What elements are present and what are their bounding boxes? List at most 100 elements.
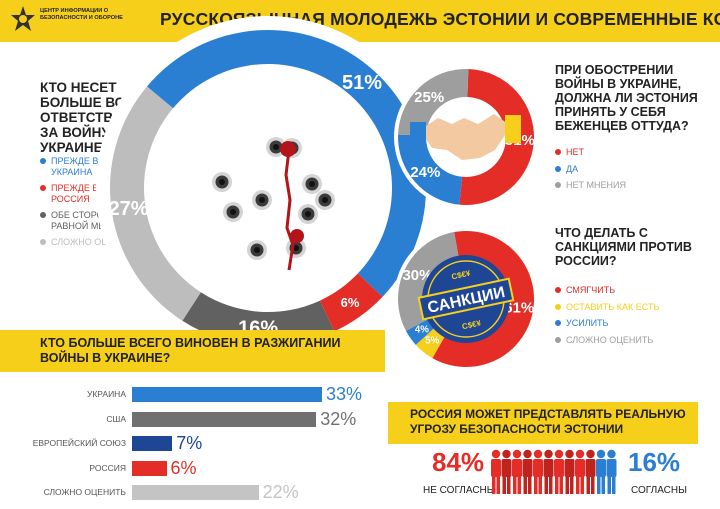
blood-drip-icon [284,149,295,271]
disagree-percent: 84% [432,447,485,477]
chart1-legend: ПРЕЖДЕ ВСЕГО УКРАИНА ПРЕЖДЕ ВСЕГО РОССИЯ О… [40,156,160,254]
people-icons [491,449,617,494]
bar-value-label: 33% [326,384,363,404]
bar-category-label: США [106,413,126,424]
chart3-legend-dot [555,287,561,293]
chart1-slice-label-3: 27% [109,198,149,220]
chart3-legend-item: СЛОЖНО ОЦЕНИТЬ [555,335,705,346]
chart1-slice-3 [109,86,201,321]
header-bar: ЦЕНТР ИНФОРМАЦИИ О БЕЗОПАСНОСТИ И ОБОРОН… [0,0,720,42]
person-icon [543,449,554,494]
chart2-slice-1 [397,134,463,205]
disagree-label: НЕ СОГЛАСНЫ [423,485,496,496]
agree-percent: 16% [628,447,681,477]
person-icon [512,449,522,494]
bar [132,485,259,500]
handshake-icon [420,114,511,160]
chart3-slice-1 [415,325,447,359]
chart3-slice-2 [405,317,437,345]
person-icon [533,449,543,494]
chart1-legend-dot [40,158,46,164]
sanctions-badge-top: C$€¥ [451,269,472,282]
chart2-legend-label: ДА [566,163,579,174]
bar [132,387,322,402]
chart2-legend-label: НЕТ МНЕНИЯ [566,180,626,190]
emblem-icon [11,6,35,31]
chart1-legend-dot [40,212,46,218]
bar-value-label: 32% [320,408,357,429]
chart3-legend: СМЯГЧИТЬ ОСТАВИТЬ КАК ЕСТЬ УСИЛИТЬ СЛОЖНО О… [555,285,705,351]
chart3-legend-label: УСИЛИТЬ [566,318,609,328]
bar-category-label: РОССИЯ [89,462,126,473]
chart2-slice-2 [398,68,469,136]
chart1-slice-1 [320,273,383,332]
person-icon [501,449,512,494]
chart1-legend-item: ПРЕЖДЕ ВСЕГО УКРАИНА [40,156,160,177]
chart3-slice-label-3: 30% [402,267,432,284]
bar [132,411,317,427]
chart1-legend-label: ОБЕ СТОРОНЫ В РАВНОЙ МЕРЕ [51,210,127,231]
bar-category-label: УКРАИНА [86,389,126,399]
chart1-legend-item: ПРЕЖДЕ ВСЕГО РОССИЯ [40,183,160,204]
chart2-legend: НЕТ ДА НЕТ МНЕНИЯ [555,147,705,197]
bar-category-label: ЕВРОПЕЙСКИЙ СОЮЗ [32,438,126,448]
chart2-slice-label-2: 25% [414,89,444,106]
chart1-legend-label: ПРЕЖДЕ ВСЕГО РОССИЯ [51,183,122,204]
chart3-slice-label-1: 5% [425,336,439,347]
chart1-legend-label: ПРЕЖДЕ ВСЕГО УКРАИНА [51,156,122,177]
chart3-legend-label: СЛОЖНО ОЦЕНИТЬ [566,334,654,345]
chart3-legend-item: СМЯГЧИТЬ [555,285,705,296]
chart1-slice-0 [146,29,427,297]
bar-value-label: 22% [262,482,299,502]
person-icon [491,449,501,494]
chart3-title: ЧТО ДЕЛАТЬ С САНКЦИЯМИ ПРОТИВ РОССИИ? [555,226,692,268]
chart2-legend-item: НЕТ [555,147,705,158]
chart2-legend-dot [555,182,561,188]
chart1-slice-label-1: 6% [341,295,360,310]
chart3-legend-dot [555,320,561,326]
bar [132,436,173,451]
chart1-legend-label: СЛОЖНО ОЦЕНИТЬ [51,237,139,247]
person-icon [585,449,596,494]
chart1-legend-item: ОБЕ СТОРОНЫ В РАВНОЙ МЕРЕ [40,210,160,231]
chart3-legend-dot [555,303,561,310]
person-icon [522,449,533,494]
bar-value-label: 7% [176,433,203,453]
chart2-slice-0 [459,69,534,206]
person-icon [554,449,564,494]
chart2-slice-label-1: 24% [410,164,440,181]
chart1-legend-dot [40,185,46,191]
chart2-legend-dot [555,165,561,172]
threat-title: РОССИЯ МОЖЕТ ПРЕДСТАВЛЯТЬ РЕАЛЬНУЮ УГРОЗ… [410,407,686,436]
chart1-legend-item: СЛОЖНО ОЦЕНИТЬ [40,237,160,248]
chart3-legend-label: СМЯГЧИТЬ [566,285,616,295]
chart3-slice-0 [432,230,534,367]
chart3-legend-dot [555,336,561,343]
chart2-legend-dot [555,149,561,155]
chart3-slice-label-0: 61% [504,300,534,317]
chart3-legend-item: УСИЛИТЬ [555,318,705,329]
person-icon [596,449,606,494]
bar-category-label: СЛОЖНО ОЦЕНИТЬ [43,487,126,497]
chart3-legend-item: ОСТАВИТЬ КАК ЕСТЬ [555,302,705,313]
chart2-legend-label: НЕТ [566,147,584,157]
chart1-slice-label-0: 51% [342,72,382,94]
agree-label: СОГЛАСНЫ [631,485,687,496]
bar-chart-title: КТО БОЛЬШЕ ВСЕГО ВИНОВЕН В РАЗЖИГАНИИ ВО… [40,336,341,365]
bar-chart-title-band [0,330,385,372]
chart2-title: ПРИ ОБОСТРЕНИИ ВОЙНЫ В УКРАИНЕ, ДОЛЖНА Л… [555,63,698,133]
sanctions-badge-bottom: C$€¥ [461,318,482,331]
chart2-legend-item: НЕТ МНЕНИЯ [555,180,705,191]
donut1-center [146,66,390,310]
bar [132,460,167,476]
chart3-legend-label: ОСТАВИТЬ КАК ЕСТЬ [566,301,660,312]
person-icon [575,449,585,494]
bar-value-label: 6% [170,457,197,478]
person-icon [606,449,617,494]
person-icon [564,449,575,494]
chart2-legend-item: ДА [555,164,705,175]
logo-text: ЦЕНТР ИНФОРМАЦИИ О БЕЗОПАСНОСТИ И ОБОРОН… [40,8,123,21]
chart3-slice-label-2: 4% [415,325,429,336]
